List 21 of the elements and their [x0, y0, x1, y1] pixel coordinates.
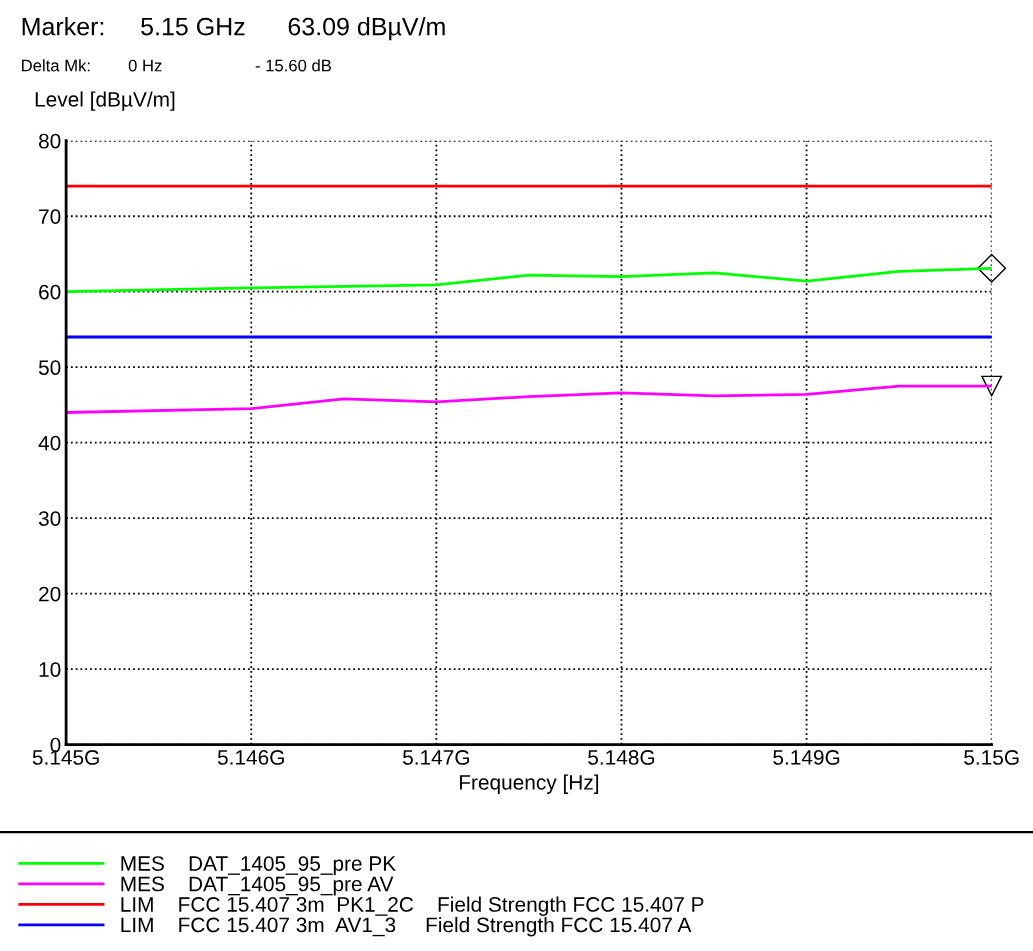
text: Marker: 5.15 GHz 63.09 dBµV/m — [22, 17, 445, 41]
y-axis-title: Level [dBµV/m] — [35, 91, 175, 111]
y-tick-label: 20 — [39, 586, 61, 602]
y-tick-label: 40 — [38, 435, 61, 451]
x-tick-label: 5.147G — [403, 750, 469, 765]
x-tick-label: 5.146G — [217, 750, 284, 765]
y-tick-label: 30 — [38, 511, 61, 526]
y-tick-label: 70 — [39, 209, 61, 224]
y-tick-label: 80 — [38, 133, 61, 149]
legend-label: MES DAT_1405_95_pre AV — [121, 876, 394, 896]
text: Delta Mk: 0 Hz - 15.60 dB — [22, 59, 331, 72]
legend-label: LIM FCC 15.407 3m PK1_2C Field Strength FCC 15.407 P — [121, 896, 704, 916]
y-tick-label: 60 — [39, 284, 61, 300]
x-tick-label: 5.15G — [964, 750, 1019, 765]
x-axis-title: Frequency [Hz] — [459, 774, 599, 794]
legend-label: LIM FCC 15.407 3m AV1_3 Field Strength FCC 15.407 A — [121, 917, 692, 937]
y-tick-label: 10 — [39, 662, 61, 677]
x-tick-label: 5.149G — [773, 750, 840, 765]
legend-label: MES DAT_1405_95_pre PK — [121, 856, 396, 876]
x-tick-label: 5.148G — [588, 750, 655, 765]
y-tick-label: 50 — [38, 360, 61, 375]
